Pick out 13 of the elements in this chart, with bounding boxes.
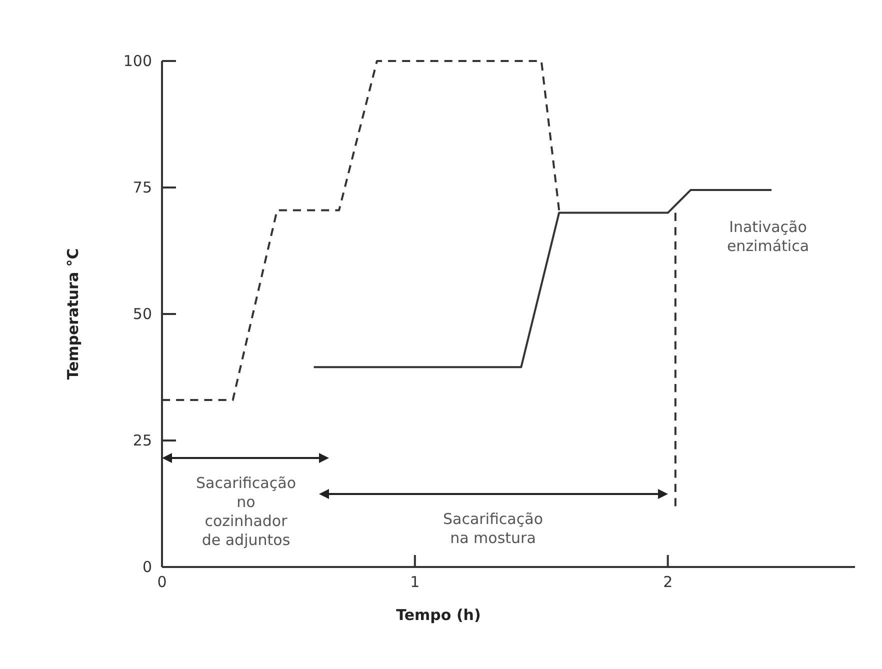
annotation: Sacarificação na mostura (443, 510, 543, 547)
y-tick-label: 75 (132, 178, 152, 196)
y-tick-label: 25 (132, 432, 152, 450)
annotation: Inativação enzimática (726, 218, 810, 255)
x-tick-label: 2 (663, 573, 673, 591)
annotation: Sacarificação no cozinhador de adjuntos (196, 474, 296, 549)
x-axis-title: Tempo (h) (396, 606, 481, 624)
x-tick-label: 1 (410, 573, 420, 591)
y-tick-label: 100 (123, 52, 152, 70)
y-tick-label: 50 (132, 305, 152, 323)
y-tick-label: 0 (142, 558, 152, 576)
y-axis-title: Temperatura °C (64, 248, 82, 380)
x-tick-label: 0 (157, 573, 167, 591)
